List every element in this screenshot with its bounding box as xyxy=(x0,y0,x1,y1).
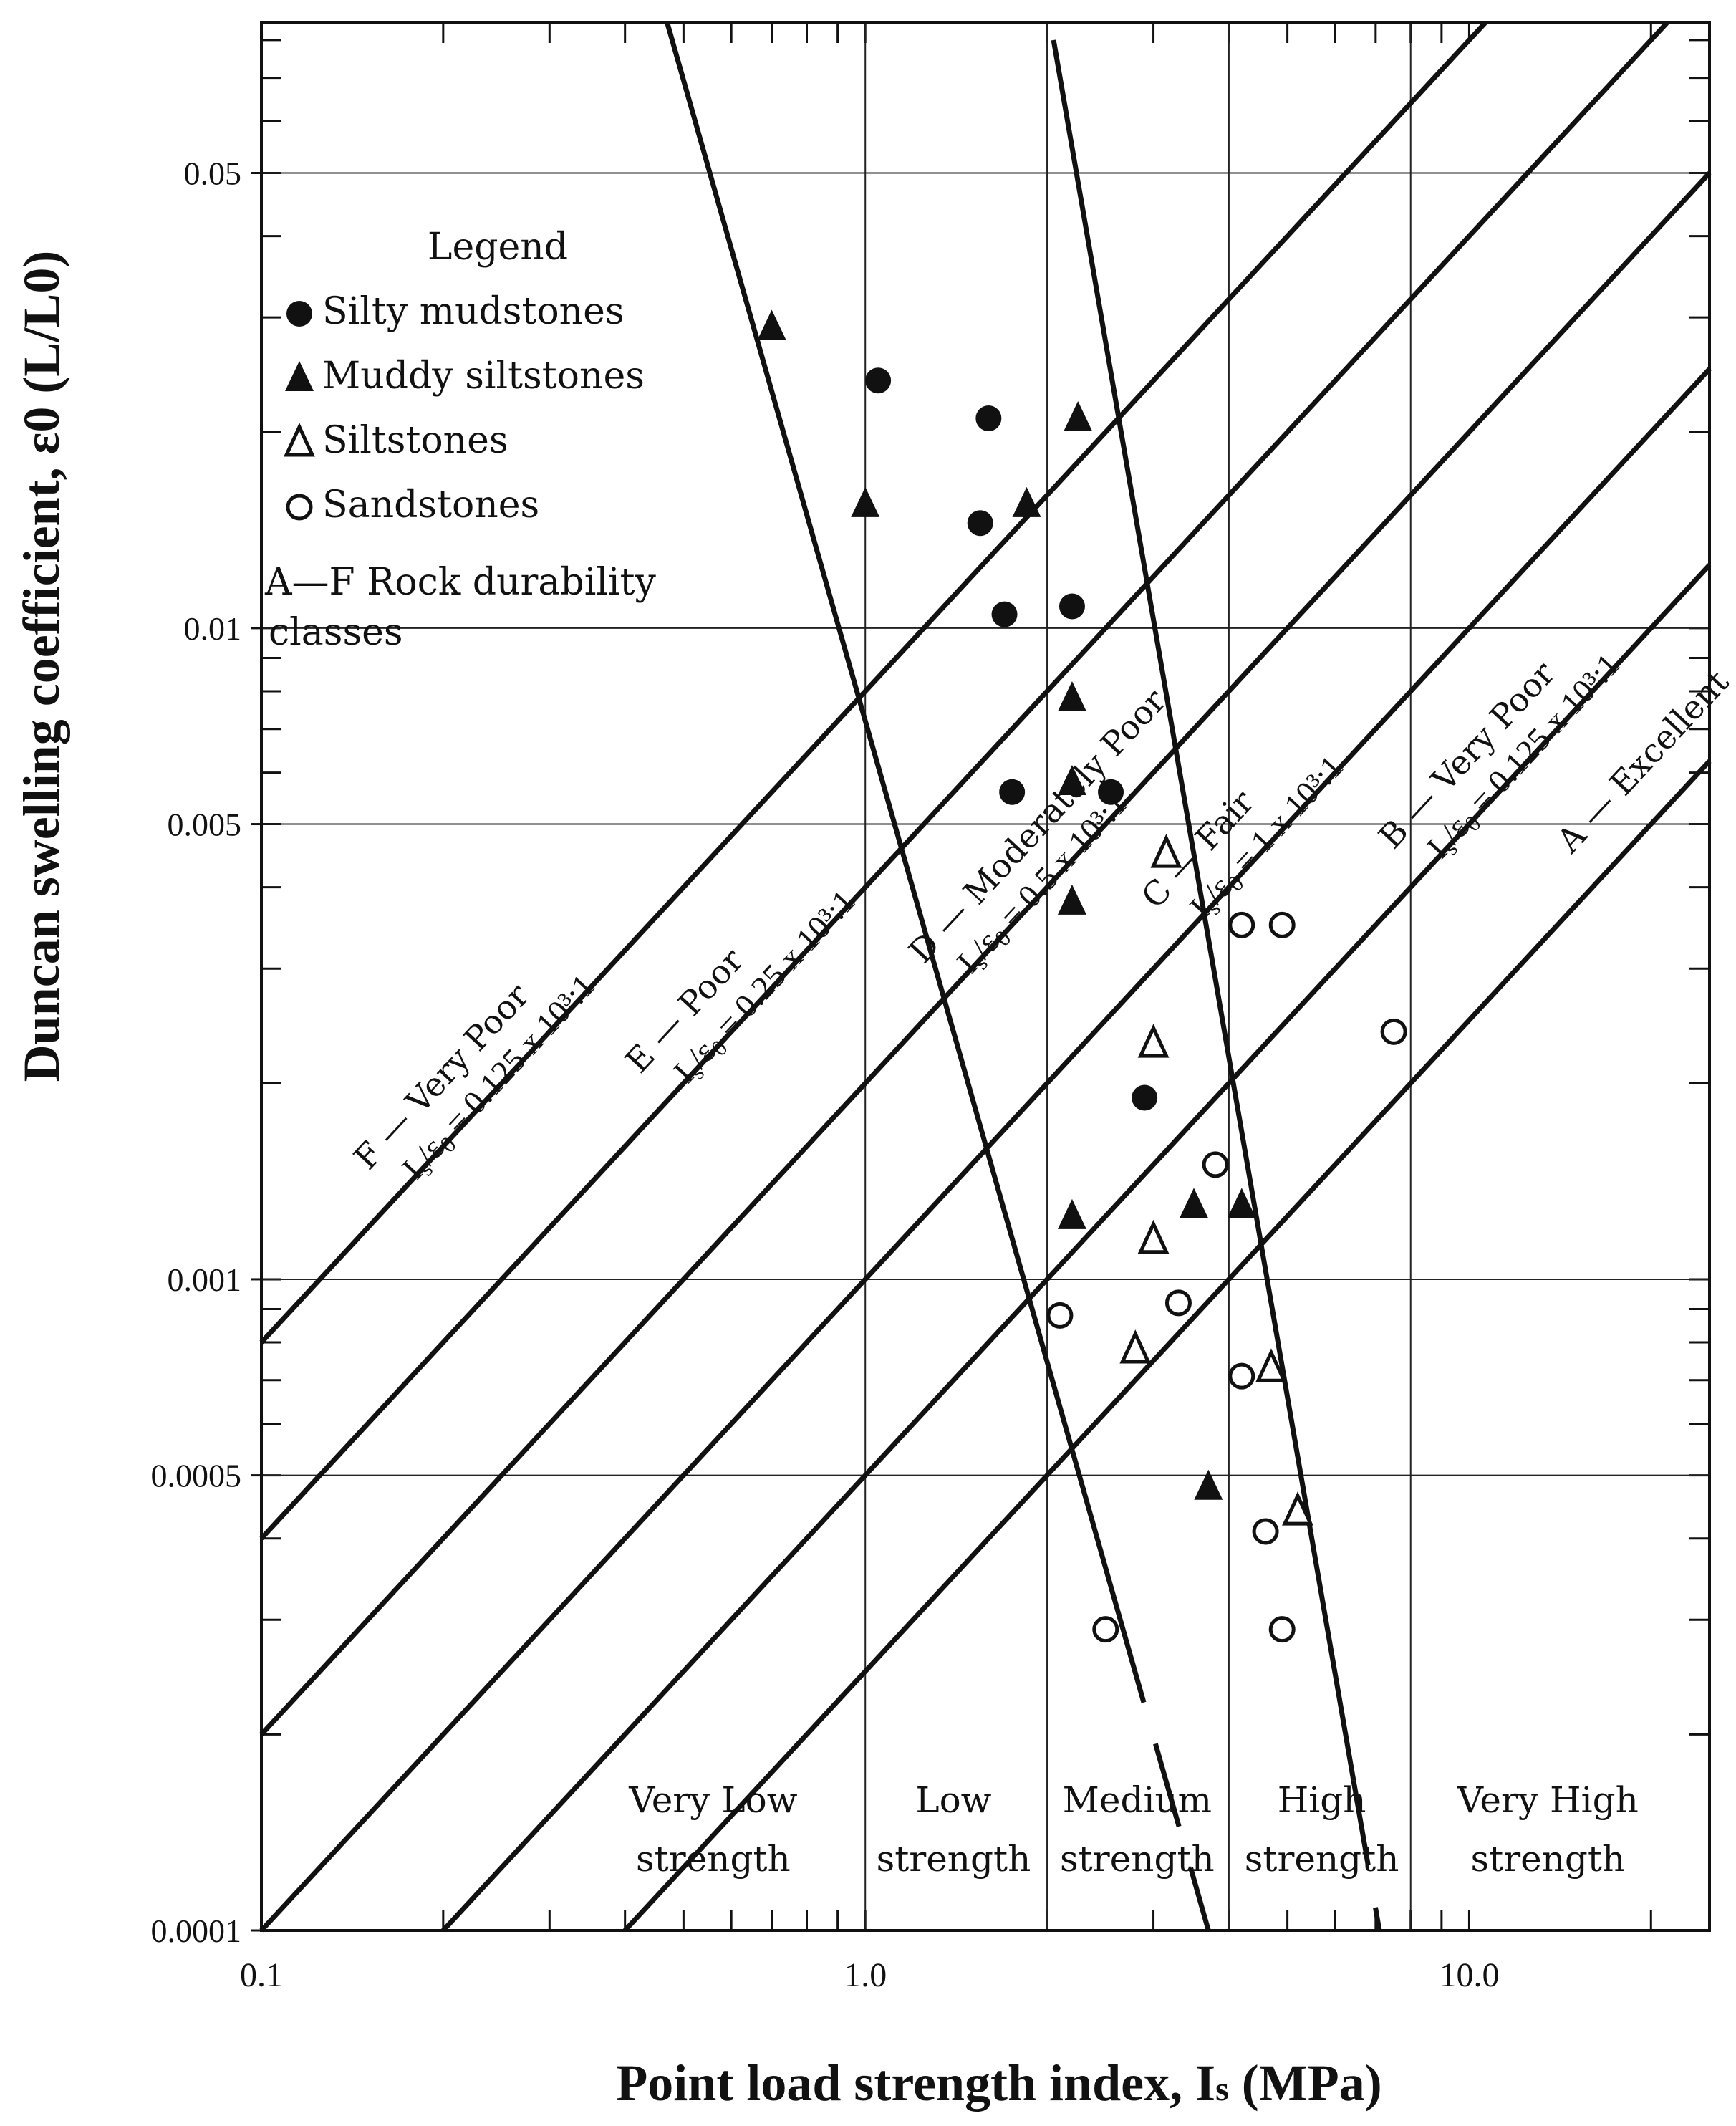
y-axis-title: Duncan swelling coefficient, ε0 (L/L0) xyxy=(13,251,70,1082)
legend-entry-label: Siltstones xyxy=(322,419,508,462)
data-point xyxy=(1137,1024,1170,1058)
x-tick-label: 0.1 xyxy=(240,1956,283,1994)
legend-marker xyxy=(286,301,312,327)
data-point xyxy=(1064,400,1093,431)
data-point xyxy=(1255,1348,1287,1382)
y-tick-label: 0.001 xyxy=(168,1261,242,1298)
data-point xyxy=(1057,764,1086,795)
data-point xyxy=(865,367,892,394)
region-label-line2: strength xyxy=(1470,1838,1625,1880)
legend-marker xyxy=(286,494,313,521)
strength-boundary-dashed-1 xyxy=(1117,1619,1211,1931)
data-point xyxy=(991,601,1018,627)
data-point xyxy=(999,779,1026,805)
region-label-line1: Low xyxy=(915,1779,991,1821)
data-point xyxy=(1098,779,1124,805)
y-tick-label: 0.05 xyxy=(184,155,242,191)
durability-line-F xyxy=(259,21,1487,1345)
data-point xyxy=(967,510,993,537)
durability-lines xyxy=(259,21,1712,1933)
durability-line-D xyxy=(259,171,1712,1736)
region-label-line2: strength xyxy=(1060,1838,1215,1880)
strength-boundary-1 xyxy=(665,22,1123,1621)
class-label-text: D — Moderately Poor xyxy=(901,681,1173,971)
data-point xyxy=(1194,1469,1223,1500)
strength-boundary-lines xyxy=(665,22,1382,1931)
data-point xyxy=(1132,1084,1158,1111)
y-tick-label: 0.01 xyxy=(184,610,242,647)
x-tick-label: 10.0 xyxy=(1439,1956,1499,1994)
x-axis-ticks: 0.1 1.0 10.0 xyxy=(240,1956,1499,1994)
x-axis-title: Point load strength index, Is (MPa) xyxy=(616,2054,1381,2112)
data-point xyxy=(1228,1362,1255,1390)
plot-frame xyxy=(260,21,1711,1932)
data-point xyxy=(851,486,880,517)
y-axis-ticks: 0.0001 0.0005 0.001 0.005 0.01 0.05 xyxy=(151,155,261,1949)
durability-line-A xyxy=(623,759,1712,1933)
strength-boundary-2 xyxy=(1051,39,1356,1781)
data-point xyxy=(1119,1329,1152,1364)
data-point xyxy=(1202,1151,1229,1178)
y-tick-label: 0.0005 xyxy=(151,1458,242,1494)
region-label-line1: Medium xyxy=(1063,1779,1212,1821)
strength-region-labels: Very Low strength Low strength Medium strengt… xyxy=(628,1779,1639,1880)
durability-line-E xyxy=(259,21,1669,1541)
y-tick-label: 0.005 xyxy=(168,807,242,843)
y-tick-label: 0.0001 xyxy=(151,1913,242,1949)
data-point xyxy=(1228,911,1255,938)
data-point xyxy=(975,405,1002,431)
data-point xyxy=(1092,1616,1119,1643)
legend-marker xyxy=(284,423,315,457)
data-point xyxy=(1046,1302,1074,1329)
data-point xyxy=(1282,1491,1313,1526)
region-label-line2: strength xyxy=(1245,1838,1399,1880)
data-point xyxy=(757,309,786,340)
region-label-line2: strength xyxy=(877,1838,1031,1880)
legend-title: Legend xyxy=(428,226,568,269)
data-point xyxy=(1137,1219,1170,1254)
data-point xyxy=(1227,1188,1256,1218)
data-point xyxy=(1268,911,1296,938)
data-point xyxy=(1179,1188,1208,1218)
legend-entries: Silty mudstones Muddy siltstones Siltstone… xyxy=(284,290,645,526)
data-point xyxy=(1059,593,1085,620)
durability-line-B xyxy=(441,563,1712,1933)
x-axis-title-sub: s xyxy=(1215,2070,1229,2108)
strength-boundary-dashed-2 xyxy=(1351,1779,1382,1931)
legend-marker xyxy=(285,361,314,391)
region-label-line2: strength xyxy=(636,1838,791,1880)
legend-entry-label: Silty mudstones xyxy=(322,290,625,333)
data-point xyxy=(1380,1018,1407,1045)
region-label-line1: High xyxy=(1278,1779,1366,1821)
legend-note-line2: classes xyxy=(269,611,403,654)
data-point xyxy=(1057,884,1086,915)
region-label-line1: Very High xyxy=(1457,1779,1639,1821)
region-label-line1: Very Low xyxy=(628,1779,797,1821)
data-point xyxy=(1150,834,1182,868)
data-point xyxy=(1268,1616,1296,1643)
data-point xyxy=(1164,1289,1192,1317)
data-point xyxy=(1252,1518,1279,1545)
data-point xyxy=(1057,1198,1086,1229)
data-point xyxy=(1057,680,1086,711)
legend-entry-label: Muddy siltstones xyxy=(322,355,645,398)
data-points xyxy=(757,309,1407,1643)
legend-note-line1: A—F Rock durability xyxy=(264,561,656,604)
legend-entry-label: Sandstones xyxy=(322,484,539,526)
data-point xyxy=(1012,486,1041,517)
x-tick-label: 1.0 xyxy=(844,1956,887,1994)
